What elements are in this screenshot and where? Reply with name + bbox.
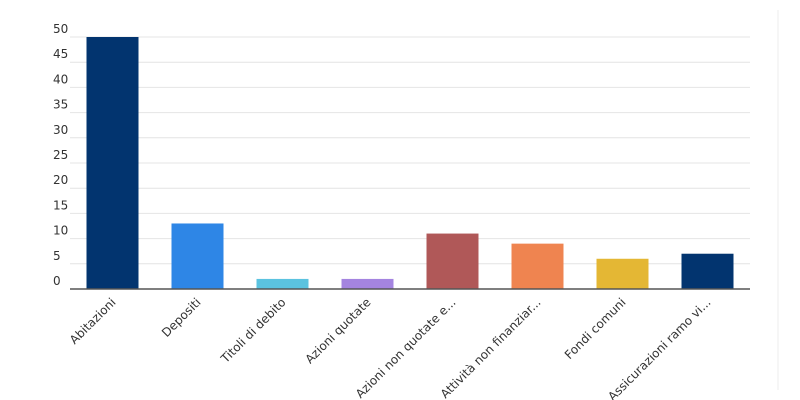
y-tick-label: 5: [53, 249, 61, 263]
x-tick-label: Titoli di debito: [217, 295, 288, 366]
y-tick-label: 10: [53, 224, 68, 238]
y-tick-label: 40: [53, 72, 68, 86]
x-tick-label: Abitazioni: [67, 295, 119, 347]
y-tick-label: 0: [53, 274, 61, 288]
y-tick-label: 35: [53, 98, 68, 112]
x-tick-label: Azioni quotate: [302, 295, 373, 366]
bar: [341, 278, 394, 289]
x-tick-label: Depositi: [159, 295, 204, 340]
bar: [86, 37, 139, 289]
bar: [681, 253, 734, 289]
bar: [426, 233, 479, 289]
bar: [596, 258, 649, 289]
x-tick-label: Azioni non quotate e...: [353, 295, 459, 400]
y-tick-label: 45: [53, 47, 68, 61]
bar: [511, 243, 564, 289]
bar: [256, 278, 309, 289]
x-tick-label: Attività non finanziar...: [438, 295, 544, 400]
y-tick-label: 25: [53, 148, 68, 162]
x-tick-label: Fondi comuni: [562, 295, 629, 362]
y-tick-label: 30: [53, 123, 68, 137]
y-tick-label: 50: [53, 22, 68, 36]
y-tick-label: 20: [53, 173, 68, 187]
y-tick-label: 15: [53, 198, 68, 212]
bar: [171, 223, 224, 289]
